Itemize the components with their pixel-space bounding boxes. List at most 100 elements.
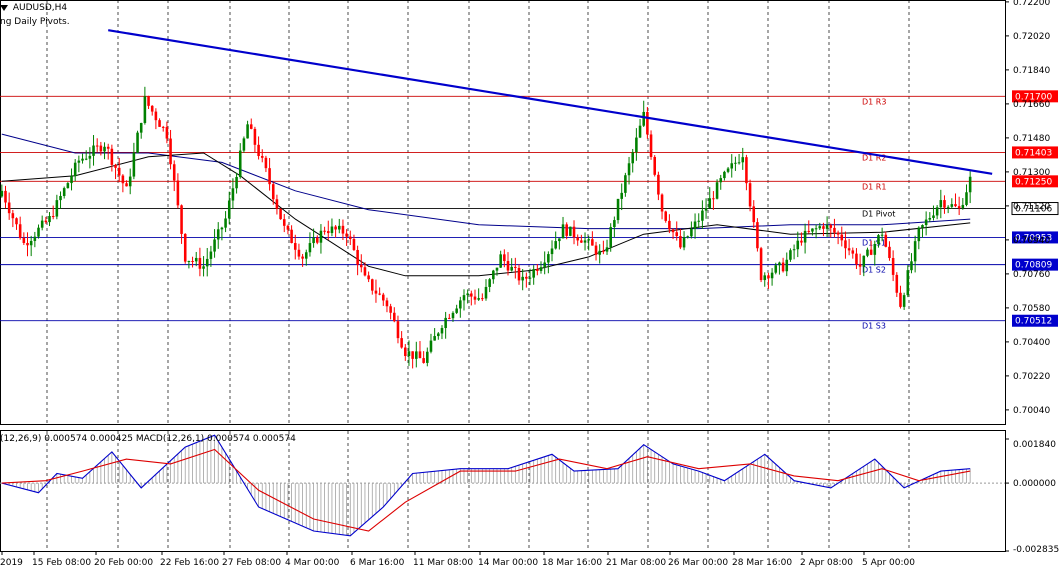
candle-body (88, 155, 92, 159)
candle-body (51, 216, 55, 218)
candle-body (92, 145, 95, 156)
candle-body (48, 216, 51, 223)
candle-body (712, 198, 715, 200)
level-price-label: 0.71403 (1015, 148, 1052, 158)
main-frame (0, 0, 1006, 425)
time-label: 26 Mar 00:00 (668, 558, 728, 568)
candle-body (150, 105, 154, 112)
candle-body (77, 160, 81, 163)
candle-body (121, 175, 125, 184)
candle-body (814, 228, 818, 230)
candle-body (719, 178, 723, 183)
candle-body (697, 220, 701, 222)
candle-body (315, 237, 319, 243)
candle-body (510, 266, 513, 271)
time-label: 5 Apr 00:00 (862, 558, 915, 568)
candle-body (356, 249, 359, 265)
candle-body (671, 229, 675, 233)
candle-body (132, 152, 136, 177)
candle-body (37, 227, 40, 237)
candle-body (268, 168, 271, 185)
candle-body (330, 226, 334, 234)
candle-body (7, 202, 11, 214)
candle-body (627, 163, 631, 176)
candle-body (884, 234, 888, 247)
candle-body (382, 294, 385, 301)
symbol-icon (0, 4, 8, 11)
candle-body (803, 230, 807, 243)
price-label: 0.71840 (1013, 66, 1050, 76)
candle-body (906, 270, 910, 296)
candle-body (638, 125, 642, 138)
level-label: D1 Pivot (862, 210, 895, 219)
price-label: 0.71120 (1013, 202, 1050, 212)
candle-body (594, 245, 598, 255)
candle-body (40, 220, 44, 228)
candle-body (312, 237, 315, 244)
candle-body (965, 192, 968, 205)
candle-body (649, 134, 653, 157)
candle-body (748, 183, 752, 207)
candle-body (103, 146, 106, 152)
candle-body (396, 321, 400, 339)
candle-body (917, 227, 921, 242)
candle-body (187, 260, 191, 262)
candle-body (290, 229, 293, 244)
candle-body (847, 248, 851, 251)
candle-body (693, 221, 697, 229)
candle-body (869, 249, 873, 255)
candle-body (172, 164, 176, 181)
candle-body (297, 249, 301, 257)
candle-body (613, 220, 616, 228)
macd-header: (12,26,9) 0.000574 0.000425 MACD(12,26,1… (0, 434, 296, 444)
trendline[interactable] (108, 29, 993, 175)
moving-average-slow (1, 133, 971, 230)
candle-body (477, 298, 480, 300)
candle-body (756, 222, 759, 249)
candle-body (646, 111, 649, 135)
candle-body (668, 220, 671, 230)
candle-body (679, 236, 682, 248)
candle-body (44, 220, 48, 223)
trendline-group[interactable] (108, 29, 993, 175)
level-label: D1 R1 (862, 182, 886, 191)
time-label: 11 Mar 08:00 (413, 558, 473, 568)
time-label: 2019 (0, 558, 23, 568)
candle-body (935, 207, 939, 216)
candle-body (202, 266, 205, 269)
macd-panel (0, 434, 1005, 537)
candle-body (437, 333, 440, 337)
candle-body (29, 240, 33, 246)
candle-body (264, 157, 268, 169)
macd-label: -0.002835 (1013, 545, 1059, 555)
candle-body (708, 198, 712, 209)
candle-body (407, 351, 411, 356)
candle-body (11, 213, 15, 219)
candle-body (422, 358, 425, 363)
time-label: 15 Feb 08:00 (32, 558, 91, 568)
price-label: 0.70220 (1013, 372, 1050, 382)
candle-body (249, 124, 253, 129)
time-label: 4 Mar 00:00 (285, 558, 340, 568)
candle-body (323, 230, 326, 232)
candle-body (308, 243, 312, 253)
candle-body (924, 219, 928, 226)
macd-frame (0, 430, 1006, 552)
candle-body (873, 244, 877, 255)
candle-body (950, 204, 954, 207)
candle-body (957, 206, 961, 209)
candle-body (415, 351, 418, 359)
macd-label: 0.000000 (1013, 479, 1056, 489)
candle-body (209, 251, 213, 259)
candle-body (701, 210, 704, 221)
candle-body (448, 317, 451, 319)
candle-body (110, 148, 114, 165)
candle-body (128, 176, 132, 187)
candle-body (282, 219, 286, 226)
candle-body (183, 233, 187, 262)
level-label: D1 R2 (862, 153, 886, 162)
candle-body (767, 275, 770, 279)
candle-body (616, 198, 620, 221)
candle-body (954, 204, 957, 207)
